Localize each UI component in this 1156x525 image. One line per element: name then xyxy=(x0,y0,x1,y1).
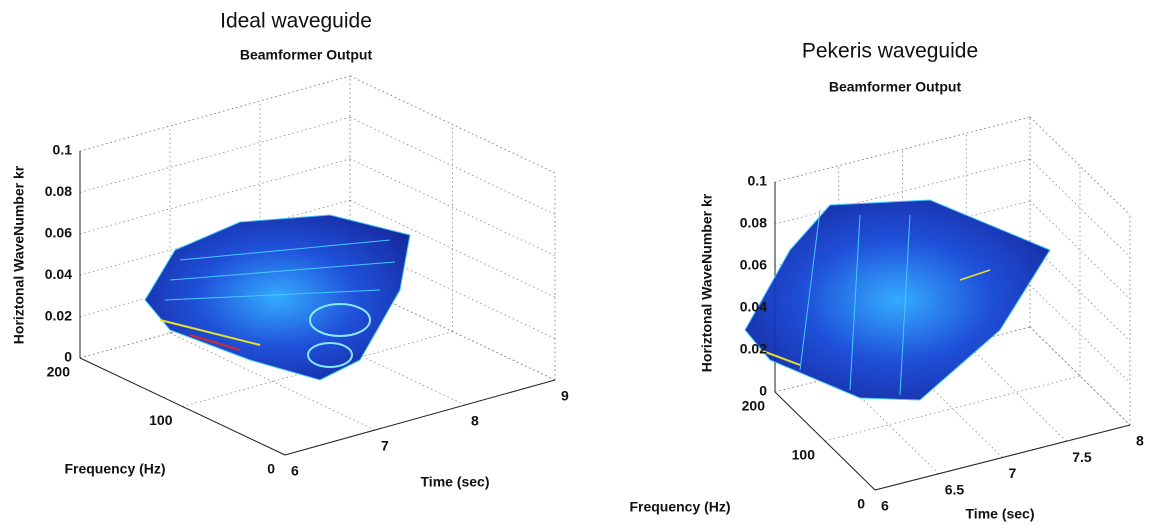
x-tick-label: 6.5 xyxy=(945,481,965,497)
chart-subtitle: Beamformer Output xyxy=(829,79,962,95)
grid-line xyxy=(1029,158,1131,258)
z-tick-label: 0.02 xyxy=(45,307,72,323)
chart-title: Ideal waveguide xyxy=(220,10,372,33)
grid-line xyxy=(902,359,1003,458)
x-axis xyxy=(284,379,556,456)
x-tick-label: 7 xyxy=(381,438,389,454)
grid-line xyxy=(349,158,556,257)
surface-blob xyxy=(144,199,1051,401)
z-tick-label: 0.06 xyxy=(45,225,72,241)
grid-line xyxy=(79,158,351,235)
grid-line xyxy=(1029,242,1131,342)
x-tick-label: 7.5 xyxy=(1072,449,1092,465)
z-tick-label: 0.02 xyxy=(740,341,767,357)
x-tick-label: 7 xyxy=(1009,465,1017,481)
chart-title: Pekeris waveguide xyxy=(802,40,978,63)
grid-line xyxy=(349,75,556,174)
grid-line xyxy=(349,117,556,215)
grid-line xyxy=(1029,284,1131,384)
z-axis-label: Horiztonal WaveNumber kr xyxy=(699,193,715,372)
y-tick-label: 0 xyxy=(857,496,865,512)
y-axis-label: Frequency (Hz) xyxy=(64,461,165,477)
grid-line xyxy=(1029,326,1131,426)
y-axis-label: Frequency (Hz) xyxy=(629,499,730,515)
z-tick-label: 0 xyxy=(64,349,72,365)
grid-line xyxy=(1029,326,1131,426)
grid-line xyxy=(1029,200,1131,300)
z-tick-label: 0.08 xyxy=(45,183,72,199)
y-tick-label: 200 xyxy=(47,364,71,380)
x-tick-label: 9 xyxy=(561,388,569,404)
grid-line xyxy=(1029,116,1131,216)
z-tick-label: 0.08 xyxy=(740,215,767,231)
x-tick-label: 8 xyxy=(471,413,479,429)
z-tick-label: 0.04 xyxy=(740,299,767,315)
y-tick-label: 0 xyxy=(267,461,275,477)
grid-line xyxy=(774,116,1031,183)
z-tick-label: 0.04 xyxy=(45,266,72,282)
z-tick-label: 0.06 xyxy=(740,257,767,273)
y-tick-label: 200 xyxy=(742,398,766,414)
y-axis xyxy=(79,357,286,456)
z-tick-label: 0 xyxy=(759,383,767,399)
grid-line xyxy=(838,375,940,475)
y-axis xyxy=(774,391,876,491)
y-tick-label: 100 xyxy=(149,412,173,428)
z-axis-label: Horiztonal WaveNumber kr xyxy=(11,165,27,344)
x-tick-label: 8 xyxy=(1136,433,1144,449)
grid-line xyxy=(169,332,376,431)
chart-subtitle: Beamformer Output xyxy=(240,47,373,63)
z-tick-label: 0.1 xyxy=(53,142,73,158)
grid-line xyxy=(824,375,1081,442)
grid-line xyxy=(79,117,351,193)
x-axis-label: Time (sec) xyxy=(421,474,490,490)
grid-line xyxy=(965,342,1067,442)
x-tick-label: 6 xyxy=(881,498,889,514)
x-axis xyxy=(874,424,1131,491)
y-tick-label: 100 xyxy=(792,447,816,463)
grid-line xyxy=(79,75,351,152)
x-tick-label: 6 xyxy=(291,463,299,479)
grid-line xyxy=(349,199,556,298)
z-tick-label: 0.1 xyxy=(748,173,768,189)
x-axis-label: Time (sec) xyxy=(966,506,1035,522)
